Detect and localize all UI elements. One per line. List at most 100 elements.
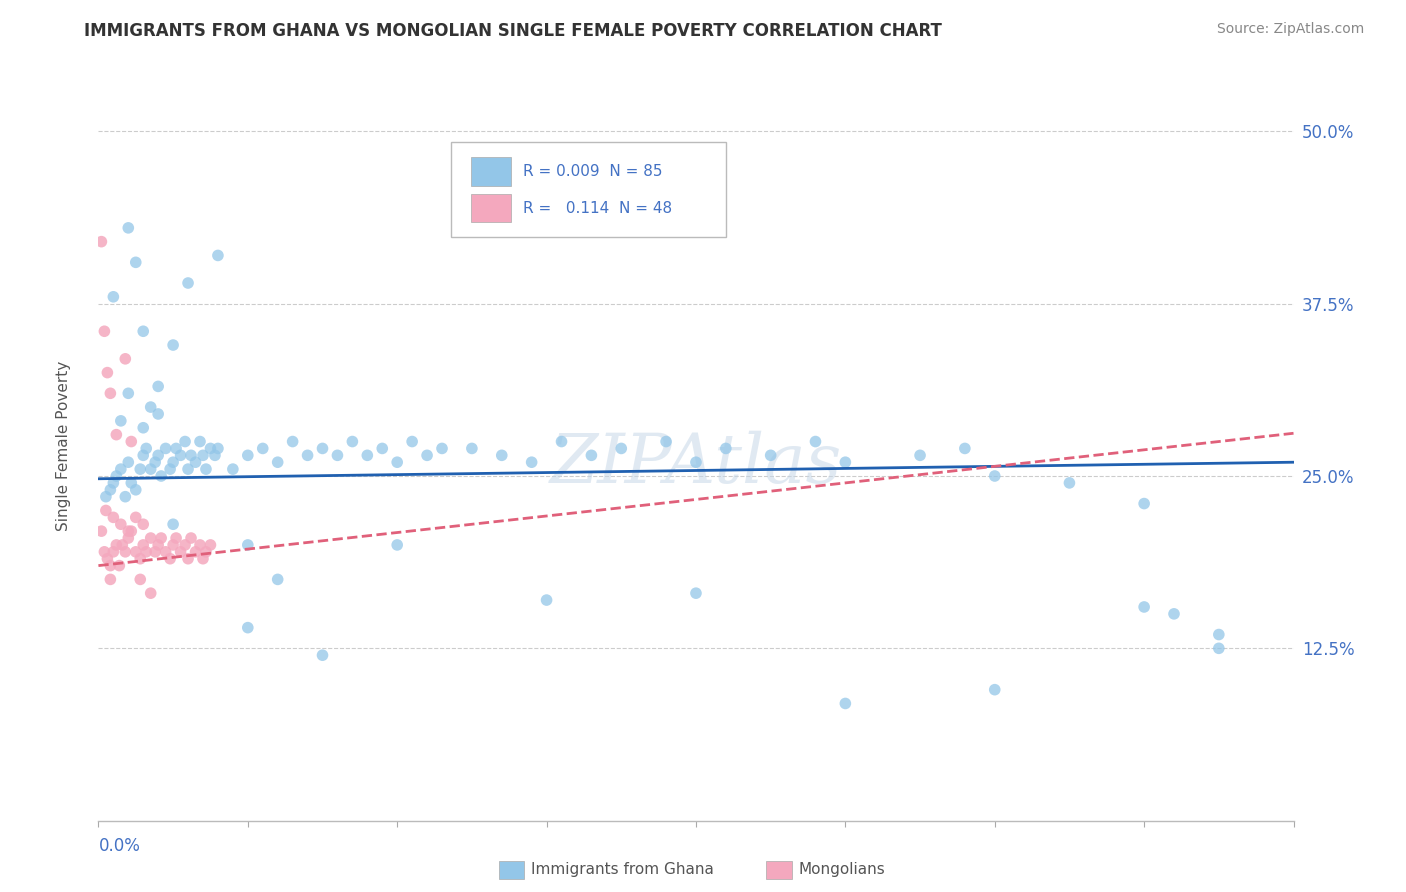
Point xyxy=(125,255,148,269)
Point xyxy=(184,455,207,469)
Text: R =   0.114  N = 48: R = 0.114 N = 48 xyxy=(523,201,672,216)
Point xyxy=(159,462,181,476)
Text: 0.0%: 0.0% xyxy=(98,837,141,855)
Point xyxy=(1059,475,1081,490)
Point xyxy=(236,538,259,552)
Point xyxy=(207,248,229,262)
Point xyxy=(804,434,827,449)
Point xyxy=(93,545,115,559)
Point xyxy=(1208,627,1230,641)
Point xyxy=(117,455,139,469)
Point xyxy=(236,448,259,462)
Point xyxy=(184,545,207,559)
Point xyxy=(132,538,155,552)
Point xyxy=(188,538,211,552)
Point xyxy=(114,351,136,366)
Point xyxy=(96,366,118,380)
Point xyxy=(98,483,122,497)
Point xyxy=(180,448,202,462)
Point xyxy=(105,469,128,483)
Point xyxy=(139,462,162,476)
Point xyxy=(111,538,134,552)
Point xyxy=(117,386,139,401)
Point xyxy=(143,545,166,559)
Point xyxy=(96,551,118,566)
Point xyxy=(655,434,678,449)
Point xyxy=(685,586,707,600)
Point xyxy=(267,573,290,587)
Point xyxy=(162,338,184,352)
Point xyxy=(117,220,139,235)
Point xyxy=(148,448,170,462)
Point xyxy=(191,448,214,462)
Point xyxy=(222,462,245,476)
Text: Single Female Poverty: Single Female Poverty xyxy=(56,361,70,531)
Bar xyxy=(471,157,510,186)
Point xyxy=(139,400,162,414)
Point xyxy=(169,448,191,462)
Point xyxy=(129,462,152,476)
Point xyxy=(120,524,142,538)
Point xyxy=(461,442,484,456)
Point xyxy=(162,538,184,552)
Point xyxy=(581,448,603,462)
Text: ZIPAtlas: ZIPAtlas xyxy=(550,431,842,498)
Point xyxy=(114,545,136,559)
Point xyxy=(536,593,558,607)
Point xyxy=(385,455,409,469)
Point xyxy=(148,379,170,393)
Point xyxy=(132,324,155,338)
Point xyxy=(610,442,633,456)
Point xyxy=(174,434,197,449)
Point xyxy=(207,442,229,456)
Point xyxy=(311,442,333,456)
Point xyxy=(98,573,122,587)
Point xyxy=(191,551,214,566)
Point xyxy=(177,551,200,566)
Point xyxy=(342,434,364,449)
Point xyxy=(98,558,122,573)
Point xyxy=(98,386,122,401)
Point xyxy=(1208,641,1230,656)
Point xyxy=(139,531,162,545)
Point xyxy=(177,276,200,290)
Point xyxy=(401,434,423,449)
Point xyxy=(714,442,737,456)
Point xyxy=(177,462,200,476)
Point xyxy=(155,545,177,559)
Point xyxy=(204,448,226,462)
Point xyxy=(148,538,170,552)
Point xyxy=(297,448,319,462)
Point xyxy=(759,448,782,462)
FancyBboxPatch shape xyxy=(451,142,725,236)
Point xyxy=(103,545,125,559)
Point xyxy=(180,531,202,545)
Point xyxy=(385,538,409,552)
Point xyxy=(103,290,125,304)
Point xyxy=(103,475,125,490)
Point xyxy=(834,697,856,711)
Text: Mongolians: Mongolians xyxy=(799,863,886,877)
Point xyxy=(520,455,543,469)
Point xyxy=(132,517,155,532)
Point xyxy=(1133,599,1156,614)
Point xyxy=(188,434,211,449)
Point xyxy=(110,517,132,532)
Point xyxy=(94,490,117,504)
Point xyxy=(311,648,333,663)
Point xyxy=(371,442,394,456)
Point xyxy=(132,421,155,435)
Point xyxy=(93,324,115,338)
Point xyxy=(139,586,162,600)
Bar xyxy=(471,194,510,222)
Point xyxy=(110,462,132,476)
Point xyxy=(430,442,453,456)
Point xyxy=(1133,497,1156,511)
Point xyxy=(195,462,218,476)
Point xyxy=(267,455,290,469)
Point xyxy=(103,510,125,524)
Point xyxy=(252,442,274,456)
Point xyxy=(135,545,157,559)
Point xyxy=(125,545,148,559)
Point xyxy=(685,455,707,469)
